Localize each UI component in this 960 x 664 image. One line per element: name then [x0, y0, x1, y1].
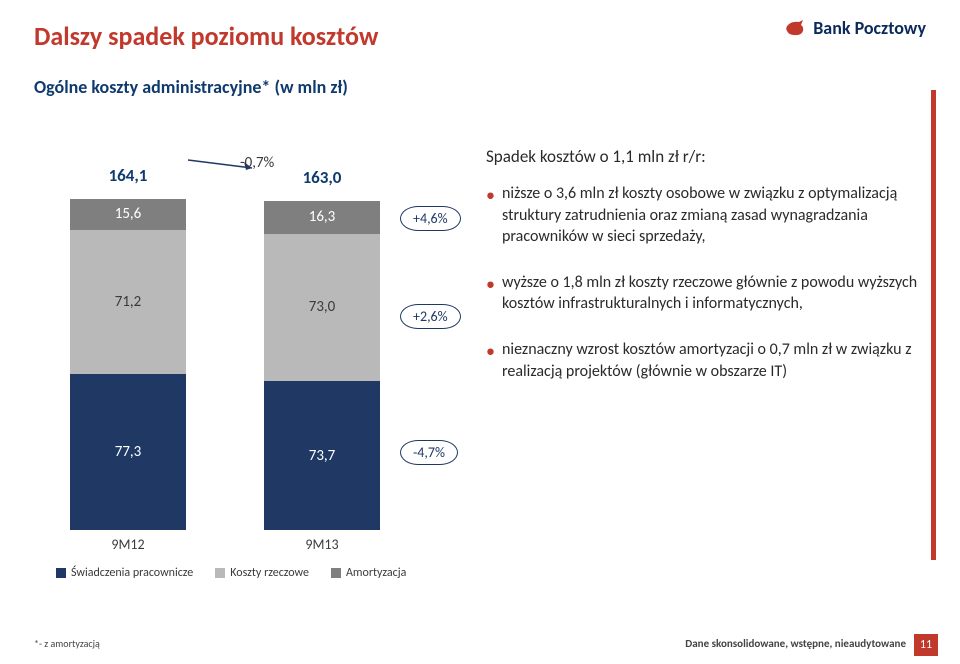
page-number-badge: 11 — [914, 634, 938, 656]
bullets-panel: Spadek kosztów o 1,1 mln zł r/r: niższe … — [464, 108, 926, 580]
right-accent-bar — [931, 90, 936, 560]
legend-swatch — [56, 568, 66, 578]
bar-group: 164,115,671,277,3 — [70, 199, 186, 530]
change-callout: +4,6% — [400, 206, 461, 231]
bar-group: 163,016,373,073,7 — [264, 201, 380, 530]
legend-swatch — [331, 568, 341, 578]
bar-segment: 73,0 — [264, 234, 380, 381]
x-axis-label: 9M12 — [70, 536, 186, 553]
x-axis-labels: 9M12 9M13 — [34, 536, 464, 560]
bar-total-label: 163,0 — [264, 167, 380, 188]
content-row: -0,7% 164,115,671,277,3163,016,373,073,7… — [34, 108, 926, 580]
bar-segment: 16,3 — [264, 201, 380, 234]
legend-item: Amortyzacja — [331, 566, 406, 580]
footnote: *- z amortyzacją — [34, 637, 100, 650]
slide-page: Bank Pocztowy Dalszy spadek poziomu kosz… — [0, 0, 960, 664]
x-axis-label: 9M13 — [264, 536, 380, 553]
logo-text: Bank Pocztowy — [813, 17, 926, 39]
bullets-heading: Spadek kosztów o 1,1 mln zł r/r: — [486, 146, 926, 167]
legend-label: Amortyzacja — [346, 566, 406, 580]
legend-label: Koszty rzeczowe — [230, 566, 309, 580]
legend-item: Koszty rzeczowe — [215, 566, 309, 580]
chart-area: -0,7% 164,115,671,277,3163,016,373,073,7… — [34, 108, 464, 580]
legend-item: Świadczenia pracownicze — [56, 566, 193, 580]
bar-segment: 15,6 — [70, 199, 186, 231]
bar-segment: 73,7 — [264, 381, 380, 530]
horn-icon — [783, 16, 807, 40]
bullet-list: niższe o 3,6 mln zł koszty osobowe w zwi… — [486, 183, 926, 382]
brand-logo: Bank Pocztowy — [783, 16, 926, 40]
bar-total-label: 164,1 — [70, 165, 186, 186]
stacked-bar-chart: -0,7% 164,115,671,277,3163,016,373,073,7… — [34, 150, 464, 530]
bullet-item: wyższe o 1,8 mln zł koszty rzeczowe głów… — [486, 272, 926, 315]
bar-segment: 77,3 — [70, 374, 186, 530]
change-callout: +2,6% — [400, 304, 461, 329]
change-callout: -4,7% — [400, 440, 458, 465]
footer-source: Dane skonsolidowane, wstępne, nieaudytow… — [685, 637, 906, 650]
legend-label: Świadczenia pracownicze — [71, 566, 193, 580]
legend-swatch — [215, 568, 225, 578]
page-subtitle: Ogólne koszty administracyjne* (w mln zł… — [34, 76, 926, 98]
chart-legend: Świadczenia pracownicze Koszty rzeczowe Am… — [56, 566, 464, 580]
bullet-item: nieznaczny wzrost kosztów amortyzacji o … — [486, 339, 926, 382]
bar-segment: 71,2 — [70, 230, 186, 374]
bullet-item: niższe o 3,6 mln zł koszty osobowe w zwi… — [486, 183, 926, 248]
